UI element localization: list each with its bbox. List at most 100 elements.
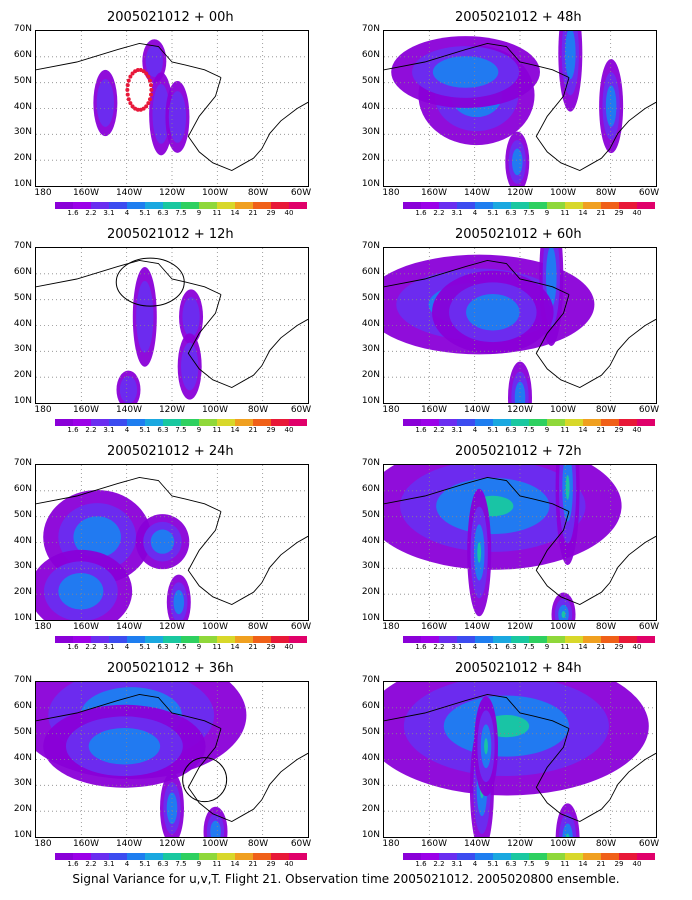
variance-contour [58, 572, 104, 610]
variance-contour [565, 833, 570, 837]
colorbar-swatch [475, 636, 493, 643]
colorbar-label: 6.3 [505, 209, 517, 217]
latitude-label: 10N [13, 396, 32, 406]
colorbar-label: 9 [544, 860, 550, 868]
colorbar-swatch [421, 202, 439, 209]
colorbar-label: 5.1 [139, 209, 151, 217]
colorbar-label: 11 [560, 209, 570, 217]
longitude-label: 60W [638, 188, 660, 198]
longitude-label: 120W [158, 839, 186, 849]
variance-contour [88, 727, 161, 765]
longitude-label: 160W [72, 188, 100, 198]
colorbar-label: 6.3 [157, 209, 169, 217]
latitude-label: 70N [13, 24, 32, 34]
observation-dot [147, 97, 152, 102]
longitude-label: 120W [506, 405, 534, 415]
colorbar-label: 29 [614, 209, 624, 217]
colorbar-swatch [199, 636, 217, 643]
colorbar-label: 4 [124, 426, 130, 434]
variance-contour [136, 281, 154, 353]
colorbar-label: 4 [124, 860, 130, 868]
colorbar-swatch [73, 202, 91, 209]
colorbar-label: 29 [266, 643, 276, 651]
latitude-label: 30N [13, 344, 32, 355]
colorbar [55, 419, 307, 426]
colorbar-label: 11 [212, 426, 222, 434]
latitude-label: 70N [361, 458, 380, 468]
latitude-label: 20N [361, 370, 380, 381]
colorbar-label: 9 [196, 209, 202, 217]
colorbar-label: 6.3 [505, 860, 517, 868]
colorbar-label: 5.1 [139, 426, 151, 434]
colorbar-label: 29 [266, 860, 276, 868]
map-plot [35, 30, 309, 187]
latitude-label: 10N [361, 613, 380, 623]
observation-dot [149, 92, 154, 97]
colorbar-swatch [181, 853, 199, 860]
longitude-label: 60W [290, 188, 312, 198]
colorbar-swatch [271, 636, 289, 643]
longitude-label: 100W [549, 188, 577, 198]
latitude-label: 50N [13, 75, 32, 86]
coastline [535, 511, 656, 605]
colorbar-label: 14 [578, 643, 588, 651]
longitude-label: 160W [72, 622, 100, 632]
longitude-label: 100W [549, 839, 577, 849]
latitude-label: 10N [361, 179, 380, 189]
coastline [384, 42, 570, 78]
colorbar-swatch [493, 202, 511, 209]
variance-contour [432, 56, 499, 88]
variance-contour [96, 79, 114, 127]
latitude-label: 40N [361, 752, 380, 763]
colorbar-swatch [127, 419, 145, 426]
longitude-label: 100W [201, 839, 229, 849]
map-canvas [36, 465, 308, 620]
longitude-label: 80W [595, 622, 617, 632]
colorbar-swatch [511, 202, 529, 209]
latitude-label: 70N [13, 458, 32, 468]
longitude-label: 80W [595, 839, 617, 849]
variance-contour [512, 148, 523, 176]
colorbar-swatch [235, 202, 253, 209]
coastline [36, 42, 222, 78]
map-plot [35, 681, 309, 838]
longitude-label: 120W [158, 622, 186, 632]
colorbar-swatch [199, 853, 217, 860]
map-canvas [384, 465, 656, 620]
map-canvas [36, 31, 308, 186]
colorbar-swatch [199, 202, 217, 209]
latitude-label: 20N [361, 153, 380, 164]
latitude-label: 50N [361, 726, 380, 737]
variance-contour [150, 529, 175, 554]
colorbar-swatch [421, 853, 439, 860]
latitude-label: 70N [13, 241, 32, 251]
longitude-label: 80W [247, 405, 269, 415]
longitude-label: 180 [34, 188, 52, 198]
observation-dot [147, 78, 152, 83]
colorbar-label: 6.3 [157, 860, 169, 868]
colorbar-swatch [457, 419, 475, 426]
colorbar-swatch [235, 853, 253, 860]
colorbar-label: 40 [284, 209, 294, 217]
colorbar-label: 40 [632, 209, 642, 217]
longitude-label: 160W [72, 839, 100, 849]
colorbar-swatch [565, 419, 583, 426]
colorbar-label: 14 [230, 643, 240, 651]
latitude-label: 10N [361, 830, 380, 840]
colorbar-label: 14 [578, 426, 588, 434]
longitude-label: 160W [420, 188, 448, 198]
colorbar [403, 636, 655, 643]
latitude-label: 20N [13, 804, 32, 815]
latitude-label: 20N [361, 804, 380, 815]
panel-title: 2005021012 + 36h [107, 661, 234, 676]
latitude-label: 20N [361, 587, 380, 598]
colorbar-label: 7.5 [523, 209, 535, 217]
observation-dot [138, 107, 143, 112]
colorbar-label: 1.6 [67, 860, 79, 868]
colorbar-label: 21 [248, 643, 258, 651]
colorbar-label: 3.1 [451, 209, 463, 217]
map-plot [383, 681, 657, 838]
colorbar-label: 3.1 [103, 643, 115, 651]
colorbar-swatch [127, 636, 145, 643]
colorbar-label: 4 [124, 209, 130, 217]
